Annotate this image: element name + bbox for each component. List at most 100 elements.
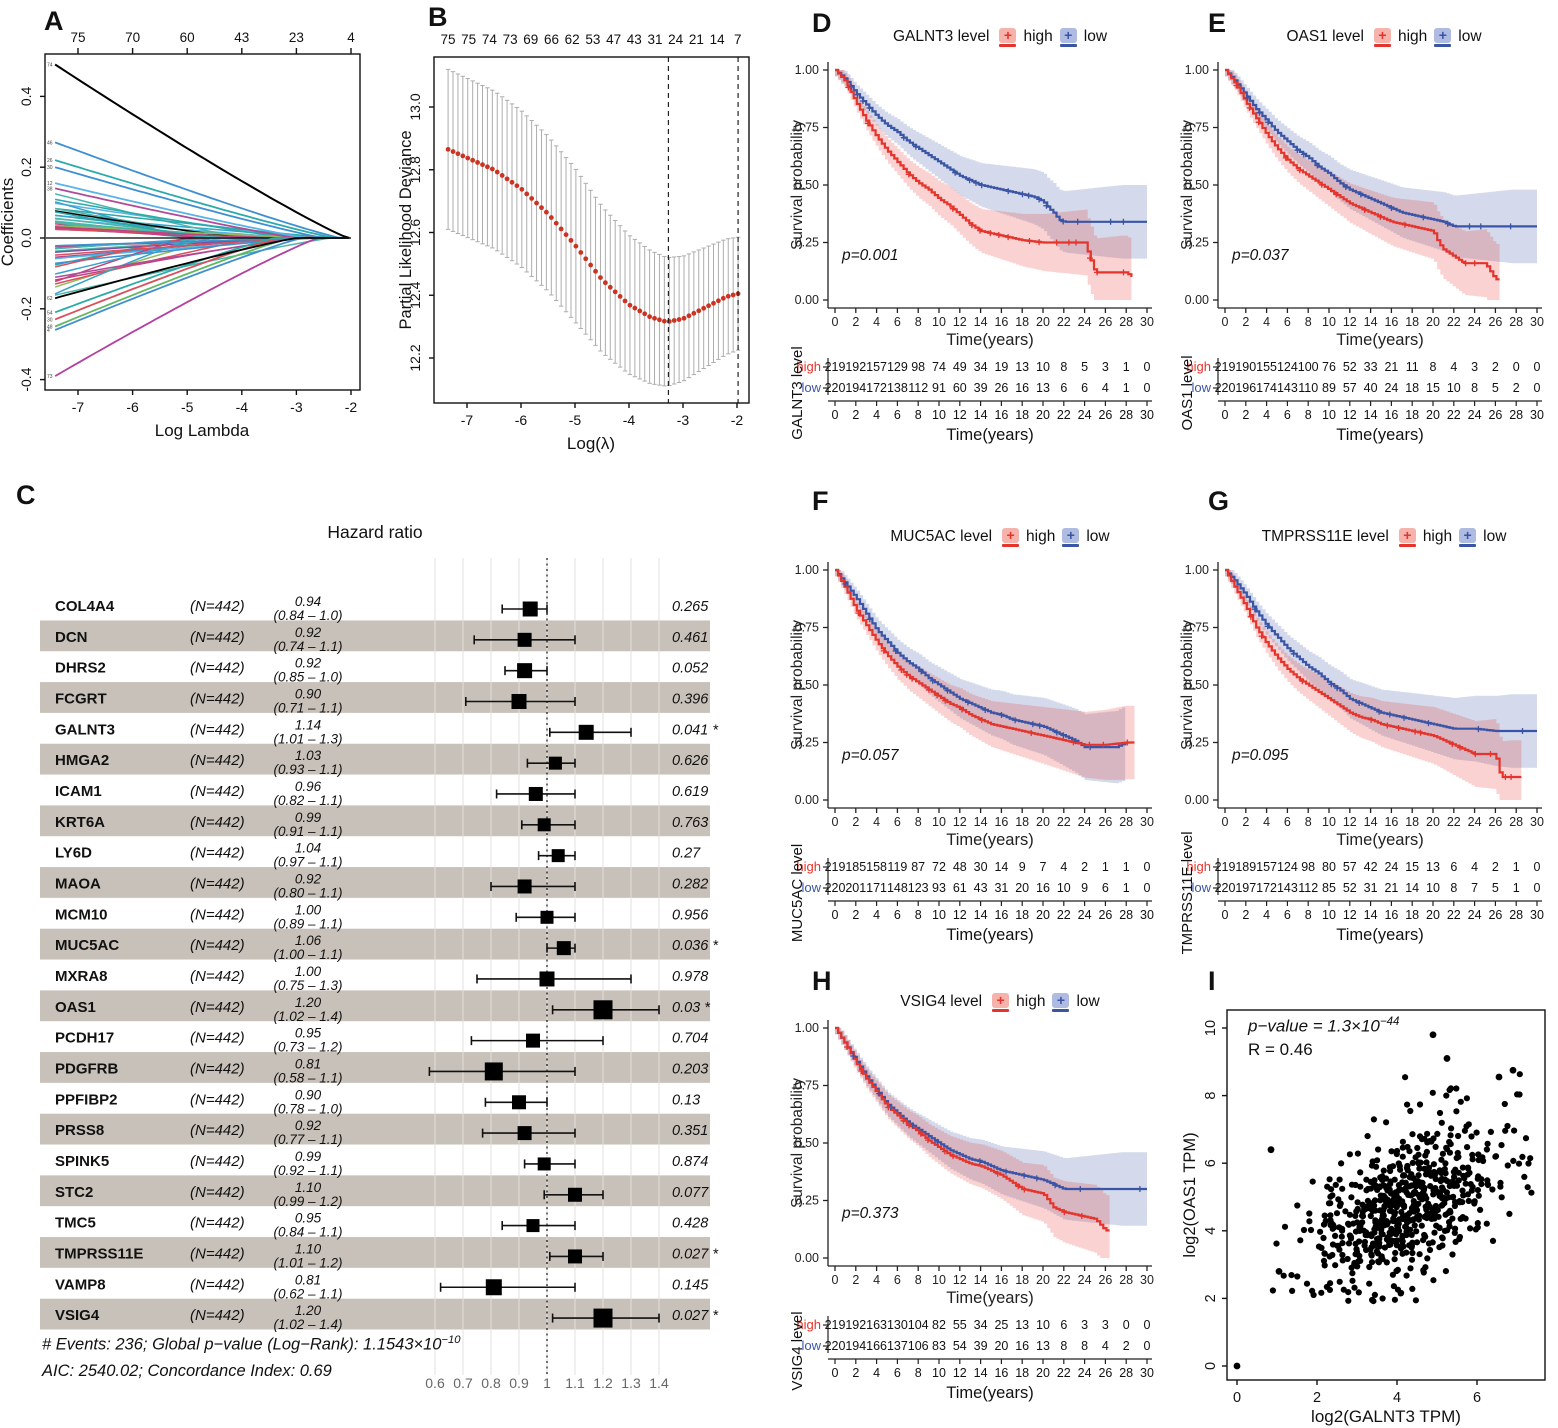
svg-text:(N=442): (N=442)	[190, 1245, 245, 1262]
svg-text:39: 39	[974, 1339, 988, 1353]
svg-text:Time(years): Time(years)	[946, 1289, 1033, 1307]
svg-text:143: 143	[1277, 381, 1298, 395]
svg-text:42: 42	[1364, 860, 1378, 874]
svg-text:16: 16	[994, 408, 1008, 422]
km-axis-labels: 1.000.750.500.250.000 2 4 6 8 10 12 14 16 18 20 22 2…	[1179, 563, 1544, 849]
svg-text:high: high	[796, 359, 821, 374]
svg-text:26: 26	[47, 158, 53, 164]
deviance-axes	[429, 56, 750, 408]
legend-low-marker-icon: +	[1052, 992, 1070, 1012]
panel-label-f: F	[812, 486, 829, 516]
svg-text:21: 21	[1384, 881, 1398, 895]
svg-text:0.25: 0.25	[795, 236, 819, 250]
svg-text:20: 20	[1036, 1366, 1050, 1380]
svg-text:9: 9	[1019, 860, 1026, 874]
svg-text:SPINK5: SPINK5	[55, 1153, 109, 1170]
svg-text:0.25: 0.25	[795, 1194, 819, 1208]
svg-text:30: 30	[1530, 315, 1544, 329]
svg-text:MCM10: MCM10	[55, 906, 108, 923]
svg-text:8: 8	[915, 908, 922, 922]
svg-text:30: 30	[1140, 315, 1154, 329]
svg-text:12: 12	[953, 408, 967, 422]
svg-text:COL4A4: COL4A4	[55, 598, 115, 615]
svg-text:1: 1	[1123, 860, 1130, 874]
svg-text:2: 2	[1242, 315, 1249, 329]
km-title: TMPRSS11E level	[1261, 528, 1389, 545]
svg-text:93: 93	[932, 881, 946, 895]
km-legend-tmprss11e: TMPRSS11E level + high + low	[1210, 527, 1558, 547]
svg-text:-6: -6	[126, 399, 139, 415]
svg-text:24: 24	[1078, 815, 1092, 829]
svg-text:12.6: 12.6	[407, 219, 423, 246]
svg-text:0.027 *: 0.027 *	[672, 1308, 719, 1324]
km-pvalue: p=0.373	[842, 1205, 899, 1222]
lasso-axis-labels: 75 70 60 43 23 4 -7 -6 -5 -4 -3 -2 -0.4 -0.2 0.0 0.2 0.4…	[0, 30, 357, 440]
svg-text:0.874: 0.874	[672, 1154, 708, 1170]
svg-text:6: 6	[1060, 1318, 1067, 1332]
svg-text:13: 13	[1015, 360, 1029, 374]
svg-text:0.27: 0.27	[672, 846, 701, 862]
svg-text:2: 2	[852, 815, 859, 829]
svg-text:1: 1	[1513, 881, 1520, 895]
svg-text:172: 172	[1256, 881, 1277, 895]
svg-text:104: 104	[908, 1318, 929, 1332]
svg-text:2: 2	[1203, 1294, 1219, 1302]
panel-f-km-muc5ac: 1.00 0.75 0.50 0.25 0.00 0 2 4 6 8 10 12 14 16 18 20 22 2…	[789, 488, 1180, 970]
svg-text:8: 8	[1305, 815, 1312, 829]
plus-icon: +	[1003, 27, 1013, 43]
plus-icon: +	[1056, 992, 1066, 1008]
pvalue-exponent: −44	[1379, 1016, 1400, 1028]
panel-i-correlation-scatter: 0 2 4 6 0 2 4 6 8 10 log2(GALNT3 TPM) log2(OAS1 TPM…	[1180, 958, 1558, 1428]
svg-text:2: 2	[1081, 860, 1088, 874]
svg-text:6: 6	[894, 1273, 901, 1287]
forest-plot: 0.6 0.7 0.8 0.9 1 1.1 1.2 1.3 1.4 COL4A4 (N=442) 0.…	[40, 558, 719, 1391]
svg-text:24: 24	[1384, 860, 1398, 874]
svg-text:0.461: 0.461	[672, 630, 708, 646]
svg-text:12: 12	[1343, 408, 1357, 422]
svg-text:12: 12	[1343, 315, 1357, 329]
legend-low-label: low	[1076, 993, 1100, 1010]
risk-table-axes	[1213, 858, 1542, 906]
svg-text:24: 24	[1468, 315, 1482, 329]
svg-text:0.95: 0.95	[295, 1026, 322, 1041]
panel-b-partial-likelihood-deviance: 75 75 74 73 69 66 62 53 47 43 31 24 21 14 7 -7 -6 -5 -4 -3 -…	[397, 0, 790, 470]
svg-text:30: 30	[1530, 408, 1544, 422]
svg-text:low: low	[1191, 880, 1211, 895]
svg-text:10: 10	[1447, 381, 1461, 395]
svg-text:6: 6	[894, 408, 901, 422]
svg-text:30: 30	[1140, 408, 1154, 422]
svg-text:12: 12	[953, 1273, 967, 1287]
svg-text:0.95: 0.95	[295, 1211, 322, 1226]
svg-text:1: 1	[1102, 860, 1109, 874]
plus-icon: +	[1064, 27, 1073, 43]
svg-text:0.396: 0.396	[672, 691, 709, 707]
svg-text:(0.62 – 1.1): (0.62 – 1.1)	[273, 1286, 342, 1301]
svg-text:61: 61	[953, 881, 967, 895]
plus-icon: +	[1438, 27, 1447, 43]
svg-text:8: 8	[1450, 881, 1457, 895]
svg-text:LY6D: LY6D	[55, 845, 92, 862]
svg-text:(N=442): (N=442)	[190, 1276, 245, 1293]
svg-text:0.00: 0.00	[1185, 293, 1209, 307]
svg-text:194: 194	[845, 381, 866, 395]
svg-text:16: 16	[1384, 408, 1398, 422]
svg-text:0.99: 0.99	[295, 1149, 322, 1164]
km-pvalue: p=0.057	[842, 747, 899, 764]
svg-text:6: 6	[894, 908, 901, 922]
svg-text:1.10: 1.10	[295, 1180, 322, 1195]
svg-text:(N=442): (N=442)	[190, 968, 245, 985]
plus-icon: +	[1463, 527, 1472, 543]
svg-text:15: 15	[1426, 381, 1440, 395]
svg-text:(N=442): (N=442)	[190, 690, 245, 707]
svg-text:FCGRT: FCGRT	[55, 690, 107, 707]
svg-text:100: 100	[1298, 360, 1319, 374]
km-title: VSIG4 level	[900, 993, 983, 1010]
svg-text:log2(GALNT3 TPM): log2(GALNT3 TPM)	[1311, 1407, 1461, 1426]
svg-text:82: 82	[932, 1318, 946, 1332]
svg-text:219: 219	[1215, 860, 1236, 874]
svg-text:4: 4	[1102, 1339, 1109, 1353]
svg-text:55: 55	[953, 1318, 967, 1332]
svg-text:(N=442): (N=442)	[190, 1153, 245, 1170]
svg-text:(N=442): (N=442)	[190, 1307, 245, 1324]
svg-text:6: 6	[894, 815, 901, 829]
